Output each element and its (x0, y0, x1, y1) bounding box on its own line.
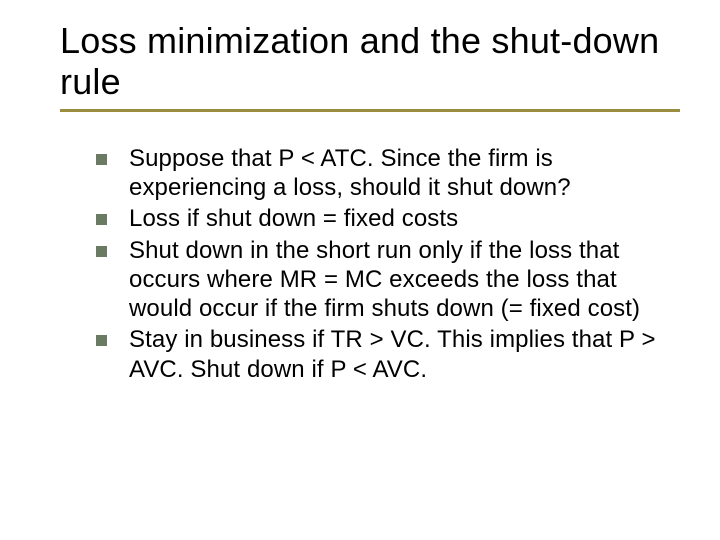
title-block: Loss minimization and the shut-down rule (60, 20, 680, 112)
list-item: Loss if shut down = fixed costs (96, 204, 680, 233)
bullet-text: Stay in business if TR > VC. This implie… (129, 325, 680, 384)
bullet-list: Suppose that P < ATC. Since the firm is … (60, 144, 680, 386)
list-item: Suppose that P < ATC. Since the firm is … (96, 144, 680, 203)
bullet-text: Suppose that P < ATC. Since the firm is … (129, 144, 680, 203)
title-underline (60, 109, 680, 112)
slide: Loss minimization and the shut-down rule… (0, 0, 720, 540)
square-bullet-icon (96, 214, 107, 225)
bullet-text: Shut down in the short run only if the l… (129, 236, 680, 324)
bullet-text: Loss if shut down = fixed costs (129, 204, 680, 233)
list-item: Shut down in the short run only if the l… (96, 236, 680, 324)
square-bullet-icon (96, 154, 107, 165)
square-bullet-icon (96, 335, 107, 346)
square-bullet-icon (96, 246, 107, 257)
slide-title: Loss minimization and the shut-down rule (60, 20, 680, 103)
list-item: Stay in business if TR > VC. This implie… (96, 325, 680, 384)
